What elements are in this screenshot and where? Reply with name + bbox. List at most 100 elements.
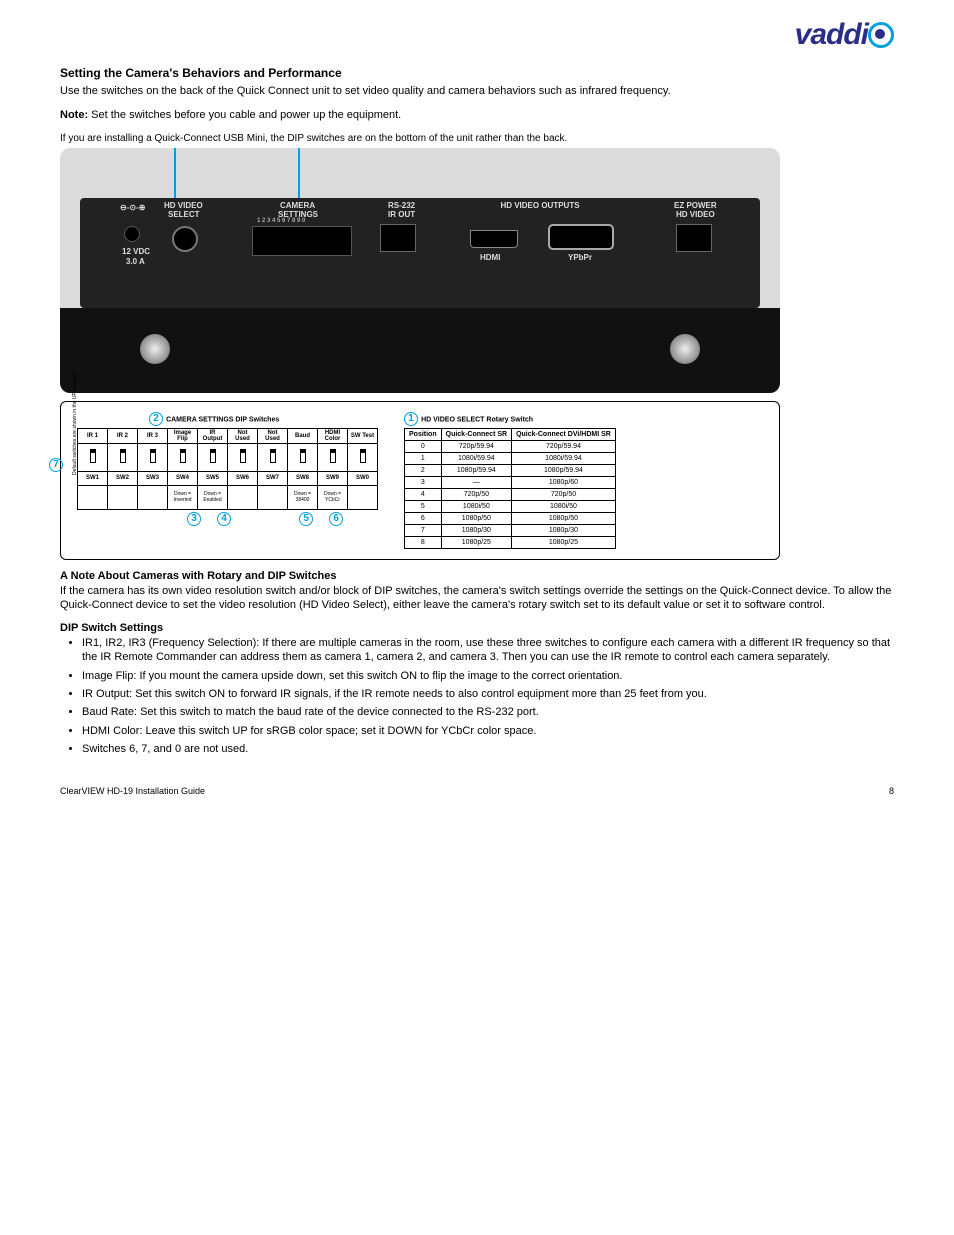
footer-left: ClearVIEW HD-19 Installation Guide <box>60 786 205 796</box>
bullet-item: IR Output: Set this switch ON to forward… <box>82 687 894 701</box>
dip-diagram: 7 2 CAMERA SETTINGS DIP Switches IR 1IR … <box>60 401 780 560</box>
dip-sw-label: SW3 <box>138 471 168 485</box>
rotary-cell: 1080p/50 <box>441 512 511 524</box>
circled-2: 2 <box>149 412 163 426</box>
bullets-list: IR1, IR2, IR3 (Frequency Selection): If … <box>60 636 894 756</box>
dip-down-label: Down = Enabled <box>198 485 228 509</box>
note-label: Note: <box>60 109 88 121</box>
pw-label1: 12 VDC <box>122 248 150 257</box>
dip-col-label: IR 1 <box>78 428 108 443</box>
dip-block: 1 2 3 4 5 6 7 8 9 0 <box>252 226 352 256</box>
rs232-port <box>380 224 416 252</box>
dip-slot <box>288 443 318 471</box>
dip-sw-label: SW2 <box>108 471 138 485</box>
note-line: Note: Set the switches before you cable … <box>60 108 894 122</box>
dip-slot <box>108 443 138 471</box>
rotary-cell: 6 <box>405 512 442 524</box>
rotary-cell: 4 <box>405 488 442 500</box>
rotary-cell: 1080i/50 <box>512 500 616 512</box>
screw-right <box>670 334 700 364</box>
intro-paragraph: Use the switches on the back of the Quic… <box>60 84 894 98</box>
vga-port <box>548 224 614 250</box>
rotary-cell: 1080i/59.94 <box>441 452 511 464</box>
dip-bottom-circles: 3 4 5 6 <box>129 512 378 526</box>
rotary-cell: 8 <box>405 536 442 548</box>
dip-slot <box>228 443 258 471</box>
product-photo: ⊖-⊙-⊕ HD VIDEO SELECT CAMERA SETTINGS 1 … <box>60 148 780 393</box>
bullet-item: HDMI Color: Leave this switch UP for sRG… <box>82 724 894 738</box>
circled-5: 5 <box>299 512 313 526</box>
rotary-cell: 1080p/50 <box>512 512 616 524</box>
dip-down-label <box>348 485 378 509</box>
dip-down-label <box>228 485 258 509</box>
bullet-item: Image Flip: If you mount the camera upsi… <box>82 669 894 683</box>
dip-down-label <box>78 485 108 509</box>
section-b-title: DIP Switch Settings <box>60 622 894 634</box>
dip-slot <box>348 443 378 471</box>
rotary-table: PositionQuick-Connect SRQuick-Connect DV… <box>404 428 616 549</box>
rotary-cell: 0 <box>405 440 442 452</box>
dip-col-label: Image Flip <box>168 428 198 443</box>
rotary-cell: 2 <box>405 464 442 476</box>
dip-slot <box>138 443 168 471</box>
rotary-cell: 1080p/30 <box>441 524 511 536</box>
circled-3: 3 <box>187 512 201 526</box>
footer-right: 8 <box>889 786 894 796</box>
rotary-cell: 1080p/30 <box>512 524 616 536</box>
dip-slot <box>198 443 228 471</box>
hdsel-label2: SELECT <box>168 211 200 220</box>
rotary-header: HD VIDEO SELECT Rotary Switch <box>421 416 533 423</box>
dip-slot <box>78 443 108 471</box>
arrow-line-right <box>298 148 300 203</box>
rotary-cell: 7 <box>405 524 442 536</box>
rotary-cell: 720p/50 <box>512 488 616 500</box>
rotary-col-header: Quick-Connect DVi/HDMI SR <box>512 428 616 440</box>
bullet-item: Switches 6, 7, and 0 are not used. <box>82 742 894 756</box>
ypbpr-label: YPbPr <box>568 254 592 263</box>
rotary-dial <box>172 226 198 252</box>
rotary-cell: 720p/59.94 <box>441 440 511 452</box>
rotary-cell: 1080p/60 <box>512 476 616 488</box>
section-a-text: If the camera has its own video resoluti… <box>60 584 894 613</box>
dip-col-label: Not Used <box>258 428 288 443</box>
rotary-cell: 1080i/50 <box>441 500 511 512</box>
dip-col-label: SW Test <box>348 428 378 443</box>
dip-header: CAMERA SETTINGS DIP Switches <box>166 416 279 423</box>
circled-7: 7 <box>49 458 63 472</box>
rotary-cell: 1080p/25 <box>512 536 616 548</box>
hdmi-label: HDMI <box>480 254 500 263</box>
hdmi-port <box>470 230 518 248</box>
dip-sw-label: SW9 <box>318 471 348 485</box>
arrow-line-left <box>174 148 176 203</box>
dip-col-label: Baud <box>288 428 318 443</box>
dip-down-label <box>258 485 288 509</box>
page-title: Setting the Camera's Behaviors and Perfo… <box>60 66 894 80</box>
rotary-col-header: Quick-Connect SR <box>441 428 511 440</box>
ezpower-port <box>676 224 712 252</box>
dip-down-label <box>108 485 138 509</box>
dip-switch-table: IR 1IR 2IR 3Image FlipIR OutputNot UsedN… <box>77 428 378 510</box>
power-jack <box>124 226 140 242</box>
dip-slot <box>318 443 348 471</box>
rotary-cell: — <box>441 476 511 488</box>
dip-slot <box>258 443 288 471</box>
rotary-cell: 1080p/59.94 <box>441 464 511 476</box>
dip-sw-label: SW7 <box>258 471 288 485</box>
rotary-cell: 720p/50 <box>441 488 511 500</box>
dip-sw-label: SW6 <box>228 471 258 485</box>
dip-slot <box>168 443 198 471</box>
bottom-plate <box>60 308 780 393</box>
brand-text: vaddi <box>795 18 868 51</box>
rotary-cell: 1080p/59.94 <box>512 464 616 476</box>
rotary-cell: 5 <box>405 500 442 512</box>
page-footer: ClearVIEW HD-19 Installation Guide 8 <box>60 786 894 796</box>
section-a-title: A Note About Cameras with Rotary and DIP… <box>60 570 894 582</box>
brand-o-icon <box>868 22 894 48</box>
rotary-cell: 1080p/25 <box>441 536 511 548</box>
dip-sw-label: SW1 <box>78 471 108 485</box>
circled-6: 6 <box>329 512 343 526</box>
bullet-item: IR1, IR2, IR3 (Frequency Selection): If … <box>82 636 894 665</box>
screw-left <box>140 334 170 364</box>
photo-caption: If you are installing a Quick-Connect US… <box>60 133 894 144</box>
brand-logo: vaddi <box>60 18 894 52</box>
